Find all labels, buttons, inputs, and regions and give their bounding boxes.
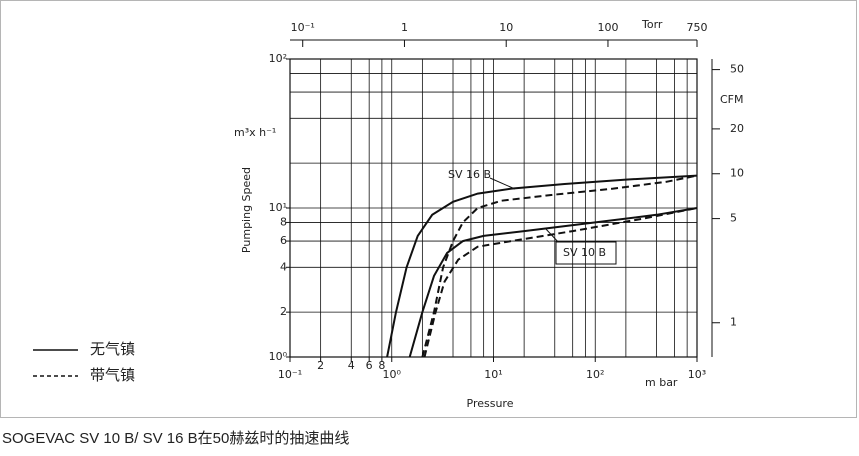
y-tick-label: 4 xyxy=(280,260,287,273)
x-tick-label: 4 xyxy=(348,359,355,372)
x-tick-label: 8 xyxy=(378,359,385,372)
x-tick-label: 10⁻¹ xyxy=(278,368,302,381)
y2-tick-label: 50 xyxy=(730,63,744,76)
x2-tick-label: 100 xyxy=(597,21,618,34)
y2-tick-label: 5 xyxy=(730,212,737,225)
legend-label: 带气镇 xyxy=(90,364,135,385)
x-tick-label: 10⁰ xyxy=(383,368,402,381)
y2-tick-label: 20 xyxy=(730,122,744,135)
leader-line xyxy=(489,177,516,190)
y-tick-label: 6 xyxy=(280,234,287,247)
y2-tick-label: 1 xyxy=(730,316,737,329)
y-unit: m³x h⁻¹ xyxy=(234,126,276,139)
x2-tick-label: 1 xyxy=(401,21,408,34)
y-tick-label: 10¹ xyxy=(269,201,287,214)
y-tick-label: 2 xyxy=(280,305,287,318)
x-tick-label: 10³ xyxy=(688,368,706,381)
x-tick-label: 10² xyxy=(586,368,604,381)
x-tick-label: 10¹ xyxy=(484,368,502,381)
y-axis-title: Pumping Speed xyxy=(240,167,253,253)
frame xyxy=(0,0,857,418)
y2-tick-label: 10 xyxy=(730,167,744,180)
x-axis-title: Pressure xyxy=(467,397,514,410)
annotation: SV 16 B xyxy=(448,168,491,181)
caption: SOGEVAC SV 10 B/ SV 16 B在50赫兹时的抽速曲线 xyxy=(2,430,349,447)
legend-label: 无气镇 xyxy=(90,338,135,359)
x-unit: m bar xyxy=(645,376,678,389)
y-tick-label: 10⁰ xyxy=(269,350,288,363)
annotation-box xyxy=(555,241,617,265)
x2-tick-label: 10⁻¹ xyxy=(291,21,315,34)
annotation: SV 10 B xyxy=(563,246,606,259)
x-tick-label: 6 xyxy=(366,359,373,372)
series-line xyxy=(421,174,698,358)
y2-unit: CFM xyxy=(720,93,744,106)
x2-unit: Torr xyxy=(641,18,663,31)
y-tick-label: 10² xyxy=(269,52,287,65)
series-line xyxy=(386,174,698,358)
y-tick-label: 8 xyxy=(280,215,287,228)
series-line xyxy=(423,207,698,358)
series-line xyxy=(408,207,698,358)
x2-tick-label: 10 xyxy=(499,21,513,34)
x2-tick-label: 750 xyxy=(687,21,708,34)
x-tick-label: 2 xyxy=(317,359,324,372)
